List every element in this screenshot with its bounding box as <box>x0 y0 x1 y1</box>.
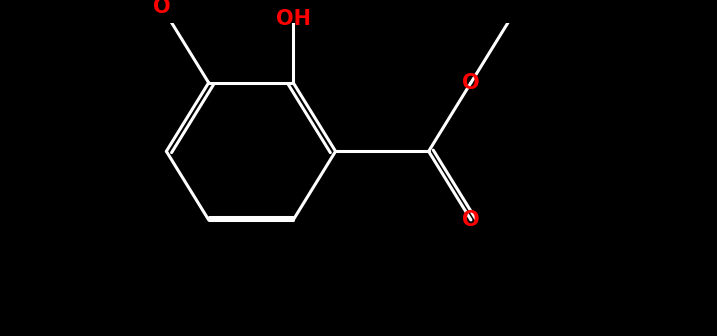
Text: O: O <box>153 0 171 17</box>
Text: O: O <box>462 210 480 230</box>
Text: O: O <box>462 73 480 93</box>
Text: OH: OH <box>276 9 310 29</box>
